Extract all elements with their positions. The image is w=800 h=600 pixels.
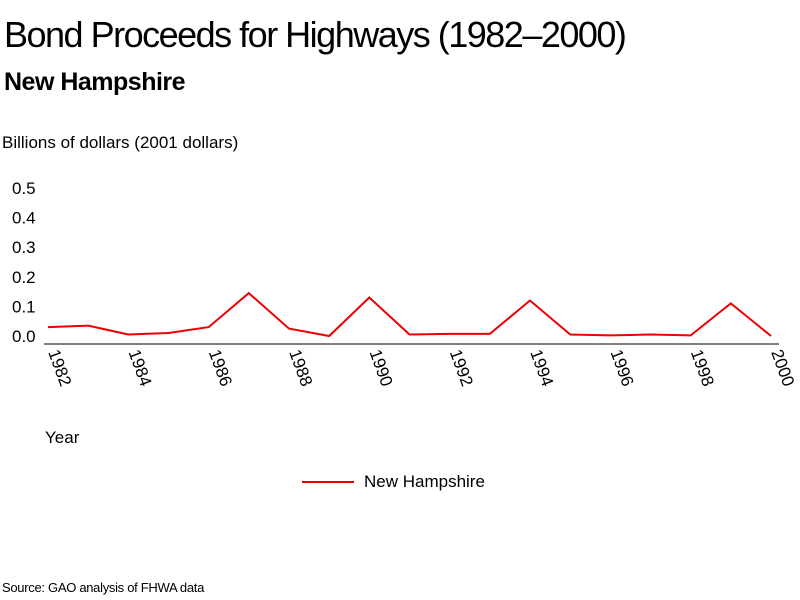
x-tick-label: 1996 [607, 347, 638, 389]
plot-area: 0.00.10.20.30.40.5 1982 1984 1986 1988 1990 1… [12, 179, 798, 389]
chart-title: Bond Proceeds for Highways (1982–2000) [4, 14, 627, 55]
data-point-1985 [168, 332, 170, 334]
x-tick-label: 1984 [125, 347, 156, 389]
data-point-1989 [328, 335, 330, 337]
x-tick-label: 1990 [366, 347, 397, 389]
x-tick-label: 1998 [687, 347, 718, 389]
y-tick-label: 0.3 [12, 238, 36, 257]
y-tick-label: 0.1 [12, 297, 36, 316]
x-tick-label: 1992 [446, 347, 477, 389]
x-axis-ticks: 1982 1984 1986 1988 1990 1992 1994 1996 1998 2000 [44, 347, 798, 389]
series-points [47, 292, 772, 337]
data-point-1984 [127, 334, 129, 336]
legend-swatch-new-hampshire [302, 481, 354, 483]
data-point-1994 [529, 299, 531, 301]
x-tick-label: 2000 [767, 347, 798, 389]
x-tick-label: 1988 [285, 347, 316, 389]
data-point-1991 [409, 334, 411, 336]
data-point-1988 [288, 328, 290, 330]
x-tick-label: 1982 [44, 347, 75, 389]
data-point-2000 [770, 335, 772, 337]
legend-label-new-hampshire: New Hampshire [364, 472, 485, 491]
y-tick-label: 0.4 [12, 209, 36, 228]
y-axis-ticks: 0.0 0.1 0.2 0.3 0.4 0.5 [12, 179, 36, 346]
x-tick-label: 1986 [205, 347, 236, 389]
y-tick-label: 0.0 [12, 327, 36, 346]
x-axis-label: Year [45, 428, 80, 447]
data-point-1998 [690, 334, 692, 336]
data-point-1992 [449, 333, 451, 335]
y-tick-label: 0.2 [12, 268, 36, 287]
data-point-1993 [489, 333, 491, 335]
data-point-1995 [569, 334, 571, 336]
data-point-1987 [248, 292, 250, 294]
x-tick-label: 1994 [526, 347, 557, 389]
data-point-1986 [208, 326, 210, 328]
data-point-1983 [87, 325, 89, 327]
data-point-1982 [47, 326, 49, 328]
chart-subtitle: New Hampshire [4, 68, 186, 96]
data-point-1990 [368, 297, 370, 299]
y-tick-label: 0.5 [12, 179, 36, 198]
data-point-1997 [650, 334, 652, 336]
data-point-1996 [609, 334, 611, 336]
legend: New Hampshire [302, 470, 485, 494]
series-line-new-hampshire [47, 291, 772, 338]
y-axis-label: Billions of dollars (2001 dollars) [2, 133, 239, 152]
source-note: Source: GAO analysis of FHWA data [2, 580, 205, 595]
data-point-1999 [730, 302, 732, 304]
